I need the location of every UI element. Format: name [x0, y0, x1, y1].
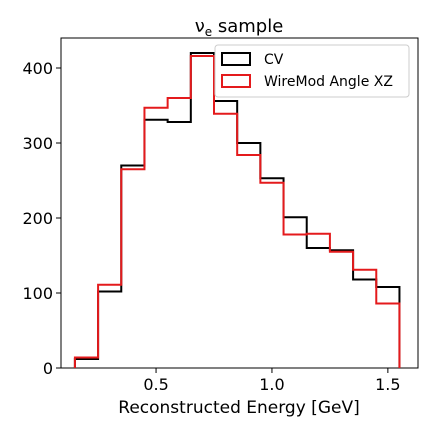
- y-tick-label: 200: [22, 209, 53, 228]
- y-tick-label: 0: [43, 359, 53, 378]
- series-layer: [73, 52, 401, 368]
- x-tick-label: 0.5: [143, 375, 168, 394]
- y-axis-ticks: 0 100 200 300 400: [22, 59, 61, 378]
- x-tick-label: 1.5: [375, 375, 400, 394]
- legend-label-cv: CV: [264, 52, 284, 68]
- x-axis-label: Reconstructed Energy [GeV]: [118, 398, 359, 418]
- plot-frame: [60, 37, 419, 369]
- series-line-cv: [73, 52, 401, 368]
- y-tick-label: 400: [22, 59, 53, 78]
- y-tick-label: 100: [22, 284, 53, 303]
- legend-swatch-cv: [221, 52, 251, 66]
- series-line-wiremod: [73, 55, 401, 368]
- legend-box: [214, 44, 410, 98]
- legend: CV WireMod Angle XZ: [214, 44, 410, 98]
- y-tick-label: 300: [22, 134, 53, 153]
- legend-label-wiremod: WireMod Angle XZ: [264, 74, 393, 90]
- x-axis-ticks: 0.5 1.0 1.5: [143, 368, 401, 394]
- chart-title: νe sample: [195, 16, 284, 39]
- x-tick-label: 1.0: [259, 375, 284, 394]
- legend-swatch-wiremod: [221, 74, 251, 88]
